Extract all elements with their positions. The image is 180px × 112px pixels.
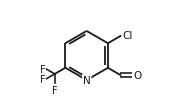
Text: Cl: Cl [122,31,132,41]
Text: F: F [40,64,45,74]
Text: F: F [52,85,58,95]
Text: O: O [133,70,141,80]
Text: N: N [83,75,91,85]
Text: F: F [40,75,45,85]
